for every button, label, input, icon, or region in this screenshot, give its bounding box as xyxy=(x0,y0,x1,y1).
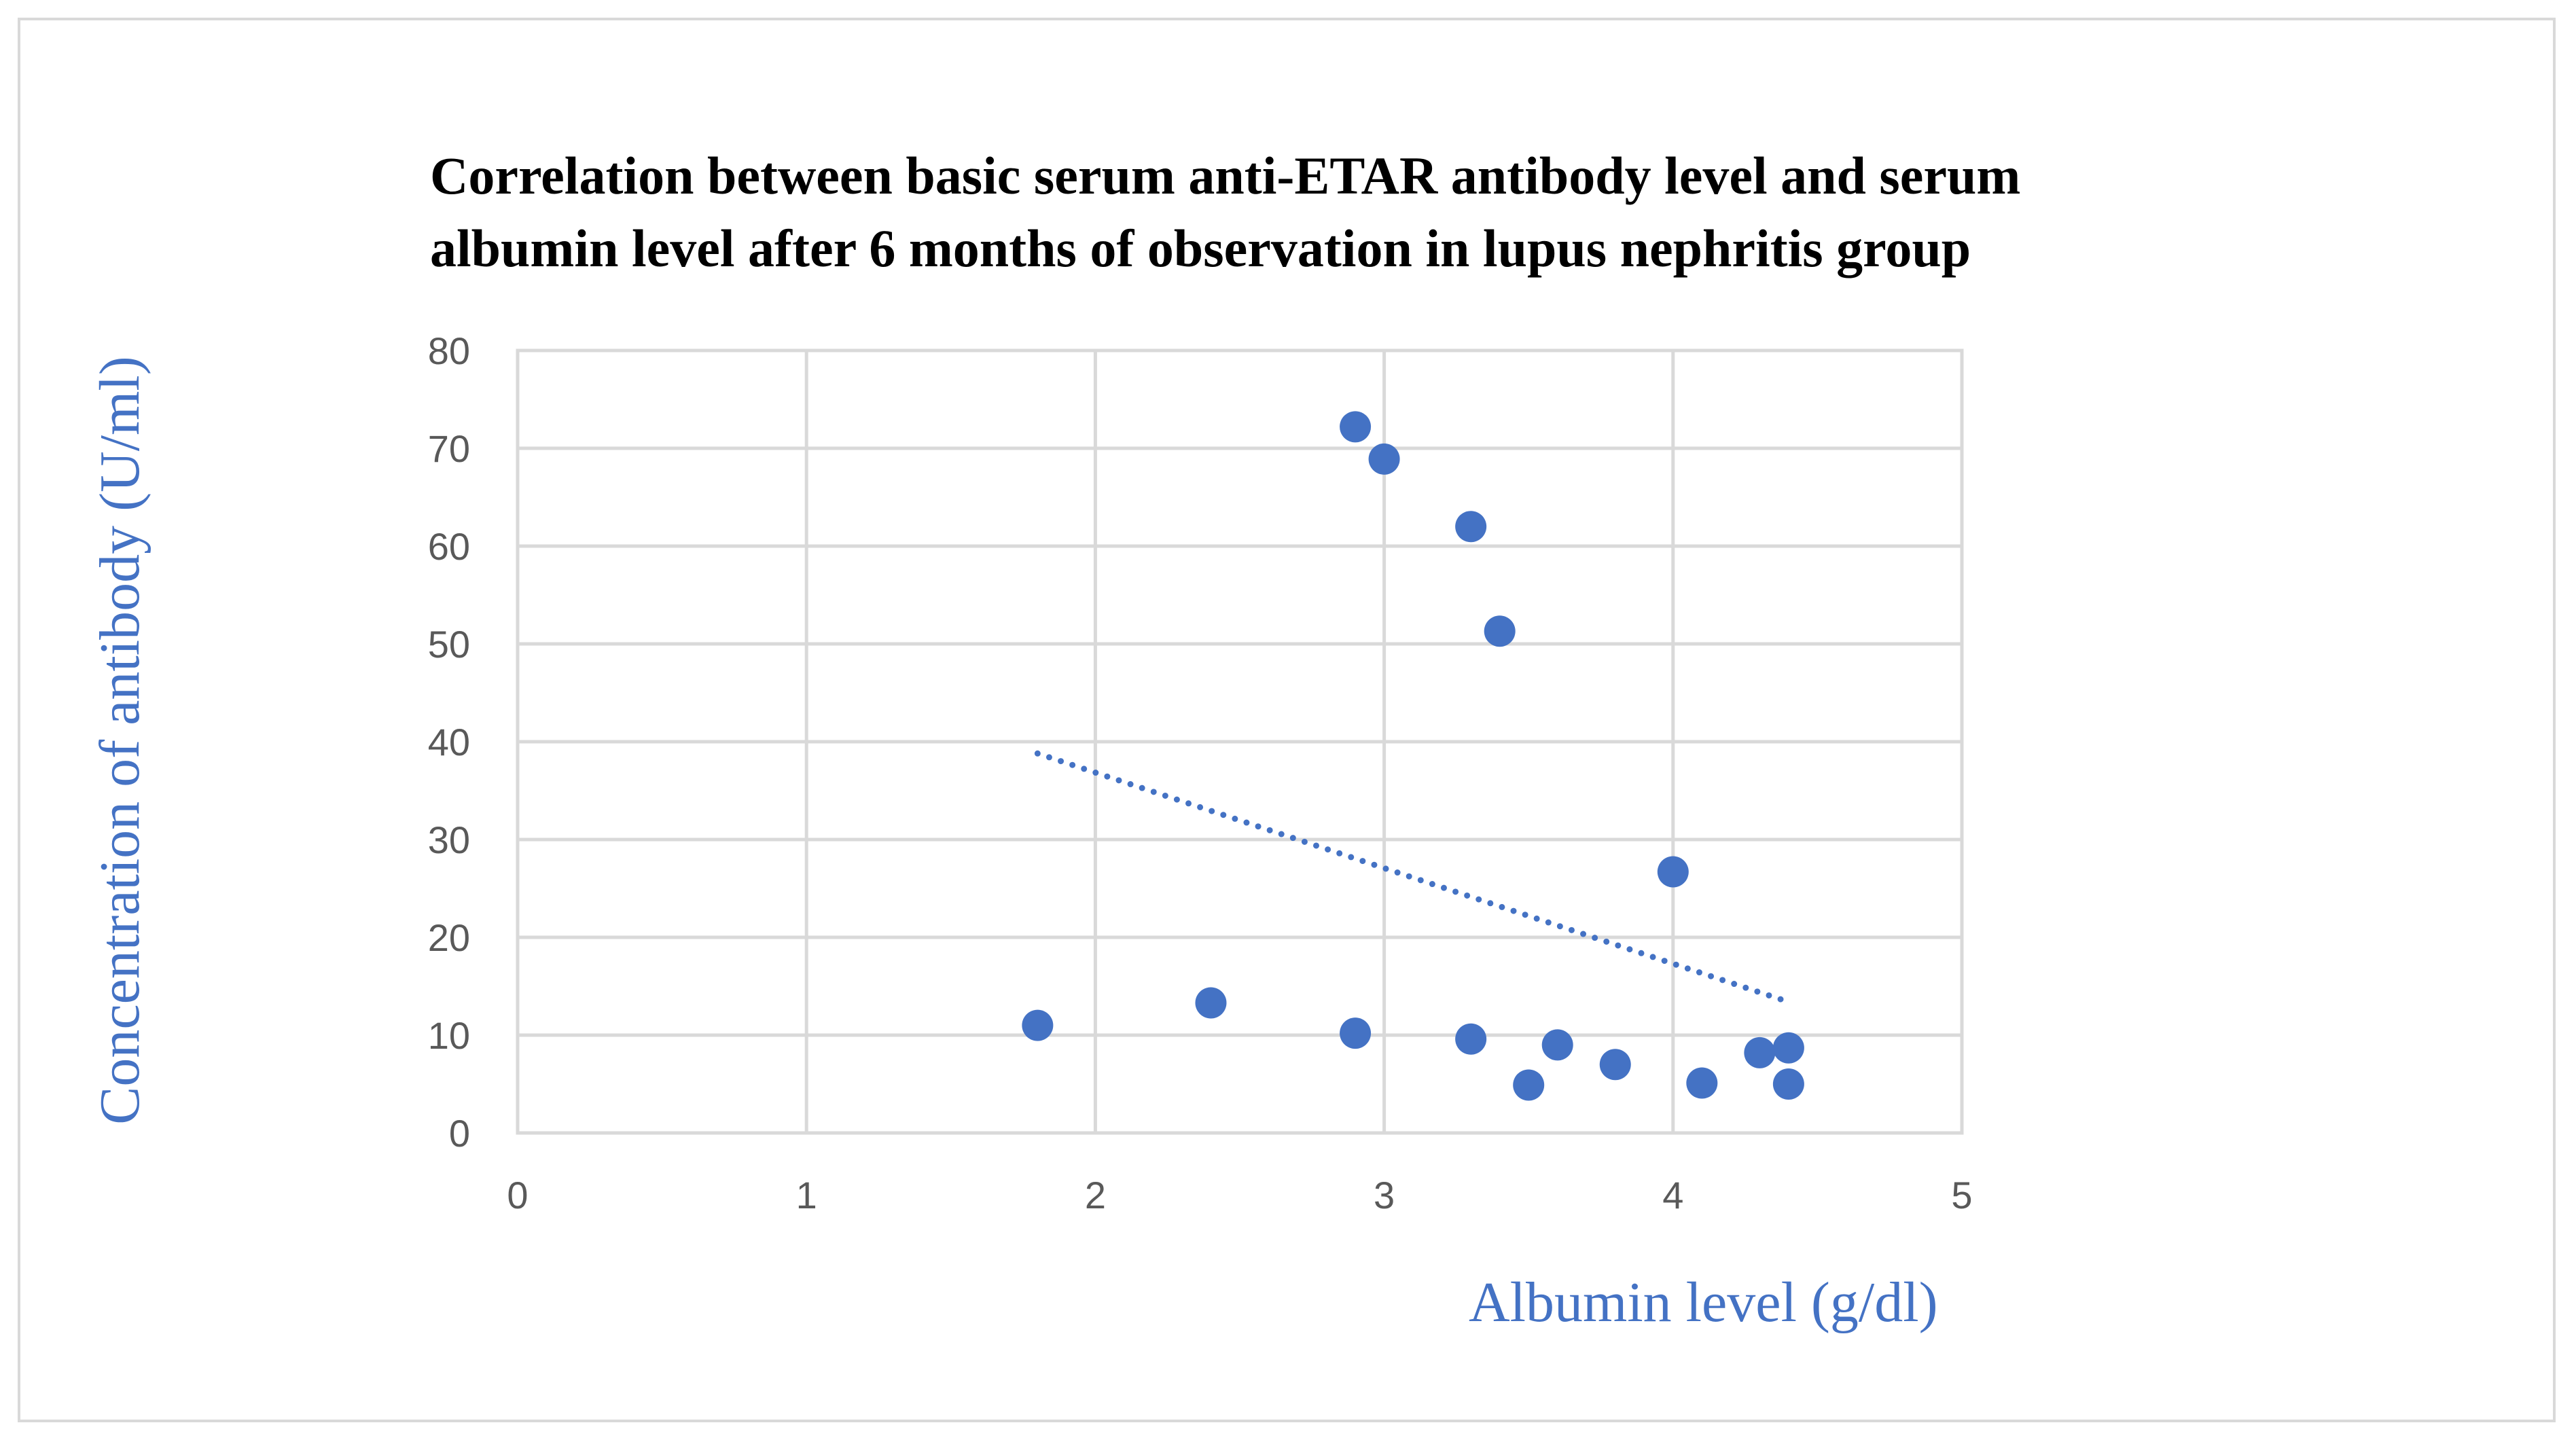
data-point xyxy=(1368,443,1400,475)
x-tick-label: 3 xyxy=(1374,1174,1395,1216)
y-tick-label: 80 xyxy=(428,329,470,372)
data-point xyxy=(1657,856,1689,888)
data-point xyxy=(1455,511,1487,543)
data-point xyxy=(1195,987,1227,1019)
y-tick-label: 30 xyxy=(428,818,470,861)
x-axis-title: Albumin level (g/dl) xyxy=(1469,1271,1938,1334)
data-point xyxy=(1022,1009,1054,1041)
x-tick-label: 1 xyxy=(796,1174,817,1216)
x-tick-label: 2 xyxy=(1085,1174,1106,1216)
grid xyxy=(518,350,1962,1133)
y-tick-label: 10 xyxy=(428,1014,470,1057)
y-tick-label: 40 xyxy=(428,721,470,763)
x-tick-label: 5 xyxy=(1951,1174,1972,1216)
x-tick-label: 0 xyxy=(507,1174,528,1216)
x-tick-label: 4 xyxy=(1662,1174,1683,1216)
data-point xyxy=(1455,1023,1487,1055)
data-point xyxy=(1744,1037,1776,1068)
data-point xyxy=(1686,1067,1718,1099)
data-point xyxy=(1772,1032,1804,1064)
data-point xyxy=(1772,1068,1804,1100)
y-axis-title: Concentration of antibody (U/ml) xyxy=(88,356,151,1124)
chart-frame xyxy=(18,18,2556,1422)
data-point xyxy=(1599,1049,1631,1081)
data-point xyxy=(1484,615,1516,647)
chart-title-line-1: Correlation between basic serum anti-ETA… xyxy=(430,146,2020,205)
plot-area xyxy=(516,348,1964,1135)
y-tick-label: 20 xyxy=(428,916,470,959)
y-axis-ticks: 0 10 20 30 40 50 60 70 80 xyxy=(428,329,470,1155)
trendline xyxy=(1034,750,1792,1005)
y-tick-label: 50 xyxy=(428,623,470,666)
data-point xyxy=(1541,1029,1573,1061)
y-tick-label: 0 xyxy=(449,1112,470,1155)
data-point xyxy=(1340,411,1372,443)
chart-title-line-2: albumin level after 6 months of observat… xyxy=(430,219,1971,278)
y-tick-label: 70 xyxy=(428,427,470,470)
data-point xyxy=(1513,1069,1545,1101)
y-tick-label: 60 xyxy=(428,525,470,568)
data-point xyxy=(1340,1017,1372,1049)
x-axis-ticks: 0 1 2 3 4 5 xyxy=(507,1174,1972,1216)
data-points xyxy=(1022,411,1804,1101)
